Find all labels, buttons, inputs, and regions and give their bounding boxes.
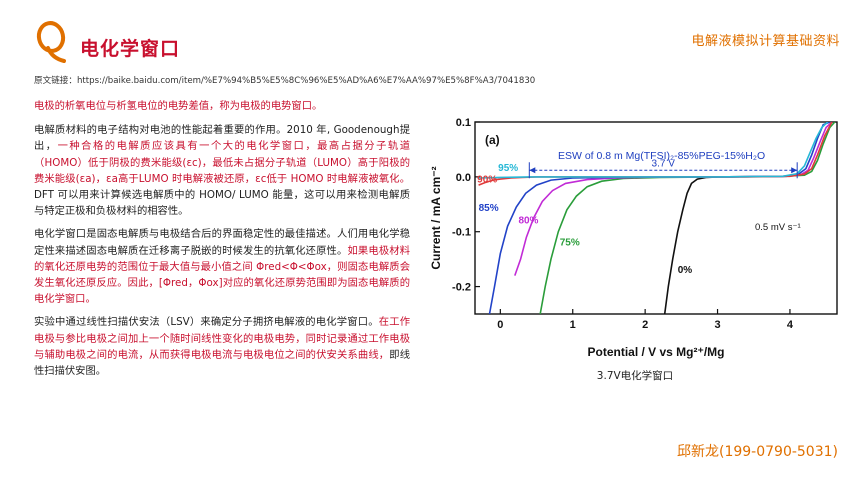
paragraph-1-seg: 电解质材料的电子结构对电池的性能起着重要的作用。2010 年, Goodenou…: [34, 124, 410, 153]
q-logo-icon: [36, 21, 66, 63]
window-label: 3.7 V: [652, 158, 676, 169]
x-tick-label: 3: [714, 319, 720, 331]
series-label: 80%: [518, 215, 538, 226]
series-label: 75%: [560, 237, 580, 248]
series-label: 0%: [678, 265, 693, 276]
paragraph-1-seg: 一种合格的电解质应该具有一个大的电化学窗口，最高占据分子轨道（HOMO）低于阴极…: [34, 140, 410, 185]
paragraph-3: 实验中通过线性扫描伏安法（LSV）来确定分子拥挤电解液的电化学窗口。在工作电极与…: [34, 314, 410, 379]
text-column: 电极的析氧电位与析氢电位的电势差值，称为电极的电势窗口。 电解质材料的电子结构对…: [34, 98, 410, 386]
source-label: 原文链接：: [34, 76, 77, 86]
y-tick-label: 0.0: [456, 172, 471, 184]
lsv-chart-svg: 0 1 2 3 4 0.1 0.0 -0.1 -0.2 (a) ESW of 0.8 m Mg(…: [429, 117, 838, 359]
scan-rate-label: 0.5 mV s⁻¹: [755, 222, 801, 233]
window-arrow: [528, 162, 798, 179]
plot-frame: [474, 121, 838, 315]
footer-contact: 邱新龙(199-0790-5031): [676, 444, 838, 460]
paragraph-2-seg: 如果电极材料的氧化还原电势的范围位于最大值与最小值之间 Φred<Φ<Φox，则…: [34, 244, 411, 306]
paragraph-2-seg: 电化学窗口是固态电解质与电极结合后的界面稳定性的最佳描述。人们用电化学稳定性来描…: [34, 228, 410, 257]
paragraph-2: 电化学窗口是固态电解质与电极结合后的界面稳定性的最佳描述。人们用电化学稳定性来描…: [34, 226, 410, 307]
series-line-0pct: [663, 176, 718, 314]
paragraph-1: 电解质材料的电子结构对电池的性能起着重要的作用。2010 年, Goodenou…: [34, 122, 410, 219]
panel-label: (a): [485, 133, 500, 147]
x-tick-label: 0: [497, 319, 503, 331]
paragraph-3-seg: 实验中通过线性扫描伏安法（LSV）来确定分子拥挤电解液的电化学窗口。: [34, 316, 379, 329]
source-url[interactable]: https://baike.baidu.com/item/%E7%94%B5%E…: [76, 76, 536, 86]
x-tick-label: 1: [570, 319, 576, 331]
paragraph-3-seg: 在工作电极与参比电极之间加上一个随时间线性变化的电极电势，同时记录通过工作电极与…: [34, 316, 410, 361]
header-right-title: 电解液模拟计算基础资料: [691, 34, 840, 49]
figure-caption: 3.7V电化学窗口: [596, 370, 674, 382]
source-link-line: 原文链接：https://baike.baidu.com/item/%E7%94…: [34, 74, 594, 86]
paragraph-3-seg: 即线性扫描伏安图。: [34, 348, 411, 378]
paragraph-1-seg: DFT 可以用来计算候选电解质中的 HOMO/ LUMO 能量，这可以用来检测电…: [34, 189, 410, 218]
series-labels: 0% 75% 80% 85% 90%95%: [477, 163, 692, 276]
chart-title: ESW of 0.8 m Mg(TFSI)₂-85%PEG-15%H₂O: [558, 150, 765, 162]
x-tick-label: 4: [787, 319, 794, 331]
window-arrow-head-right: [791, 167, 798, 174]
y-tick-label: -0.2: [452, 282, 471, 294]
window-arrow-head-left: [529, 167, 536, 174]
y-axis-label: Current / mA cm⁻²: [429, 166, 443, 269]
x-tick-label: 2: [642, 319, 648, 331]
series-label: 95%: [498, 163, 518, 174]
axis-ticks: 0 1 2 3 4 0.1 0.0 -0.1 -0.2: [452, 117, 794, 331]
series-label: 85%: [479, 203, 499, 214]
series-label: 90%: [477, 174, 497, 185]
x-axis-label: Potential / V vs Mg²⁺/Mg: [587, 345, 724, 359]
lsv-chart: 0 1 2 3 4 0.1 0.0 -0.1 -0.2 (a) ESW of 0.8 m Mg(…: [425, 112, 845, 364]
lead-definition: 电极的析氧电位与析氢电位的电势差值，称为电极的电势窗口。: [34, 100, 323, 112]
page-title: 电化学窗口: [80, 38, 181, 60]
y-tick-label: -0.1: [452, 227, 471, 239]
series-group: [478, 122, 836, 314]
y-tick-label: 0.1: [456, 117, 471, 129]
